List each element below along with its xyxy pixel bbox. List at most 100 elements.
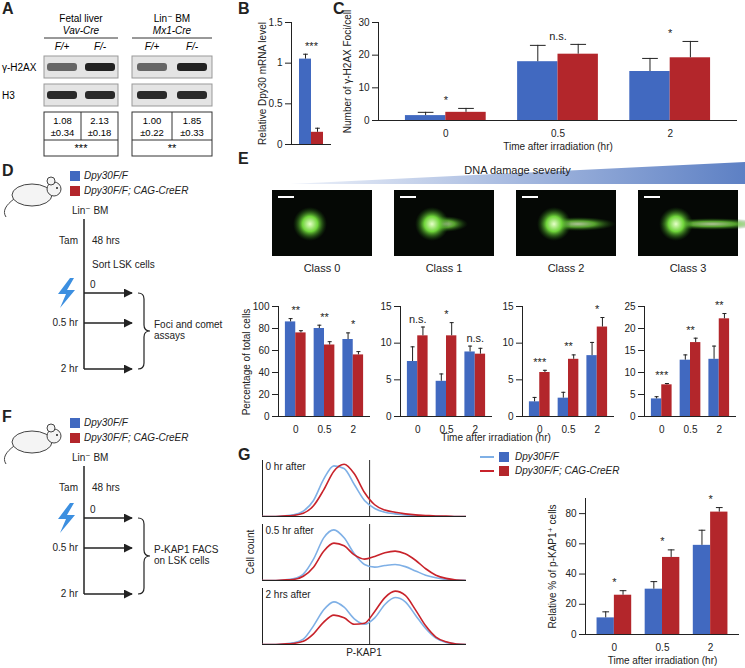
svg-text:±0.33: ±0.33	[180, 127, 204, 138]
svg-text:10: 10	[380, 337, 392, 348]
svg-text:*: *	[595, 303, 600, 315]
svg-text:40: 40	[565, 568, 577, 579]
svg-text:20: 20	[565, 598, 577, 609]
svg-text:1.85: 1.85	[183, 115, 202, 126]
svg-text:Fetal liver: Fetal liver	[59, 13, 103, 24]
svg-text:**: **	[686, 324, 695, 336]
svg-text:2: 2	[716, 424, 722, 435]
svg-text:*: *	[444, 94, 449, 106]
svg-text:0: 0	[264, 411, 270, 422]
svg-text:**: **	[320, 311, 329, 323]
svg-text:0.5: 0.5	[562, 424, 576, 435]
svg-text:2: 2	[708, 642, 714, 653]
svg-text:Lin⁻ BM: Lin⁻ BM	[154, 13, 190, 24]
svg-text:*: *	[660, 535, 665, 547]
svg-text:0.5: 0.5	[440, 424, 454, 435]
svg-text:1.5: 1.5	[269, 17, 283, 28]
svg-text:**: **	[564, 340, 573, 352]
svg-text:γ-H2AX: γ-H2AX	[2, 62, 37, 73]
svg-text:Vav-Cre: Vav-Cre	[63, 25, 100, 36]
svg-text:10: 10	[502, 337, 514, 348]
svg-text:80: 80	[258, 323, 270, 334]
svg-text:*: *	[444, 308, 449, 320]
svg-text:*: *	[708, 493, 713, 505]
svg-text:60: 60	[258, 345, 270, 356]
svg-text:15: 15	[624, 345, 636, 356]
svg-text:*: *	[612, 576, 617, 588]
svg-text:5: 5	[630, 389, 636, 400]
svg-text:***: ***	[655, 369, 669, 381]
svg-text:0: 0	[293, 424, 299, 435]
svg-text:0: 0	[612, 642, 618, 653]
svg-text:2 hrs after: 2 hrs after	[266, 589, 312, 600]
svg-text:1.08: 1.08	[53, 115, 72, 126]
svg-text:5: 5	[386, 374, 392, 385]
svg-text:n.s.: n.s.	[549, 30, 567, 42]
svg-text:10: 10	[358, 82, 370, 93]
svg-text:2: 2	[472, 424, 478, 435]
svg-text:**: **	[715, 299, 724, 311]
svg-text:**: **	[291, 304, 300, 316]
svg-text:60: 60	[565, 538, 577, 549]
svg-text:0: 0	[508, 411, 514, 422]
html-text:Foci and comet assays: Foci and comet assays	[154, 319, 223, 341]
svg-text:***: ***	[75, 142, 89, 154]
svg-text:F/-: F/-	[186, 41, 199, 52]
svg-text:F/+: F/+	[145, 41, 160, 52]
svg-text:0: 0	[630, 411, 636, 422]
svg-text:H3: H3	[2, 90, 15, 101]
svg-text:0.5 hr after: 0.5 hr after	[266, 525, 315, 536]
svg-text:0: 0	[415, 424, 421, 435]
svg-text:0.5: 0.5	[551, 128, 565, 139]
svg-text:80: 80	[565, 508, 577, 519]
svg-text:20: 20	[358, 49, 370, 60]
svg-text:2: 2	[594, 424, 600, 435]
svg-text:**: **	[168, 142, 177, 154]
svg-text:0: 0	[659, 424, 665, 435]
svg-text:0 hr after: 0 hr after	[266, 461, 307, 472]
svg-text:n.s.: n.s.	[466, 332, 484, 344]
svg-text:15: 15	[502, 301, 514, 312]
svg-text:0.5: 0.5	[269, 98, 283, 109]
svg-text:0: 0	[277, 139, 283, 150]
svg-text:20: 20	[624, 323, 636, 334]
svg-text:Time after irradiation (hr): Time after irradiation (hr)	[608, 655, 718, 666]
svg-text:Mx1-Cre: Mx1-Cre	[153, 25, 192, 36]
svg-text:0.5: 0.5	[684, 424, 698, 435]
svg-text:***: ***	[533, 356, 547, 368]
svg-text:20: 20	[258, 389, 270, 400]
svg-text:100: 100	[253, 301, 270, 312]
svg-text:30: 30	[358, 17, 370, 28]
svg-text:0: 0	[443, 128, 449, 139]
svg-text:1.00: 1.00	[143, 115, 162, 126]
svg-text:0.5: 0.5	[318, 424, 332, 435]
svg-text:±0.34: ±0.34	[51, 127, 75, 138]
svg-text:F/+: F/+	[55, 41, 70, 52]
svg-text:Relative Dpy30 mRNA level: Relative Dpy30 mRNA level	[257, 22, 268, 145]
svg-text:0: 0	[537, 424, 543, 435]
svg-text:***: ***	[305, 40, 319, 52]
svg-text:15: 15	[380, 301, 392, 312]
svg-text:Time after irradiation (hr): Time after irradiation (hr)	[503, 141, 613, 152]
svg-text:25: 25	[624, 301, 636, 312]
svg-text:Number of γ-H2AX Foci/cell: Number of γ-H2AX Foci/cell	[342, 10, 353, 133]
svg-text:40: 40	[258, 367, 270, 378]
svg-text:10: 10	[624, 367, 636, 378]
svg-text:F/-: F/-	[94, 41, 107, 52]
svg-text:*: *	[351, 318, 356, 330]
svg-text:±0.18: ±0.18	[88, 127, 112, 138]
svg-text:±0.22: ±0.22	[140, 127, 164, 138]
svg-text:2: 2	[350, 424, 356, 435]
svg-text:2.13: 2.13	[90, 115, 109, 126]
svg-text:2: 2	[667, 128, 673, 139]
html-text:P-KAP1 FACS on LSK cells: P-KAP1 FACS on LSK cells	[154, 544, 219, 566]
svg-text:5: 5	[508, 374, 514, 385]
svg-text:0: 0	[386, 411, 392, 422]
svg-text:Relative % of p-KAP1⁺ cells: Relative % of p-KAP1⁺ cells	[547, 504, 558, 628]
svg-text:0: 0	[364, 115, 370, 126]
svg-text:*: *	[668, 27, 673, 39]
svg-text:1: 1	[277, 57, 283, 68]
svg-text:n.s.: n.s.	[409, 313, 427, 325]
svg-text:0.5: 0.5	[656, 642, 670, 653]
svg-text:0: 0	[571, 629, 577, 640]
